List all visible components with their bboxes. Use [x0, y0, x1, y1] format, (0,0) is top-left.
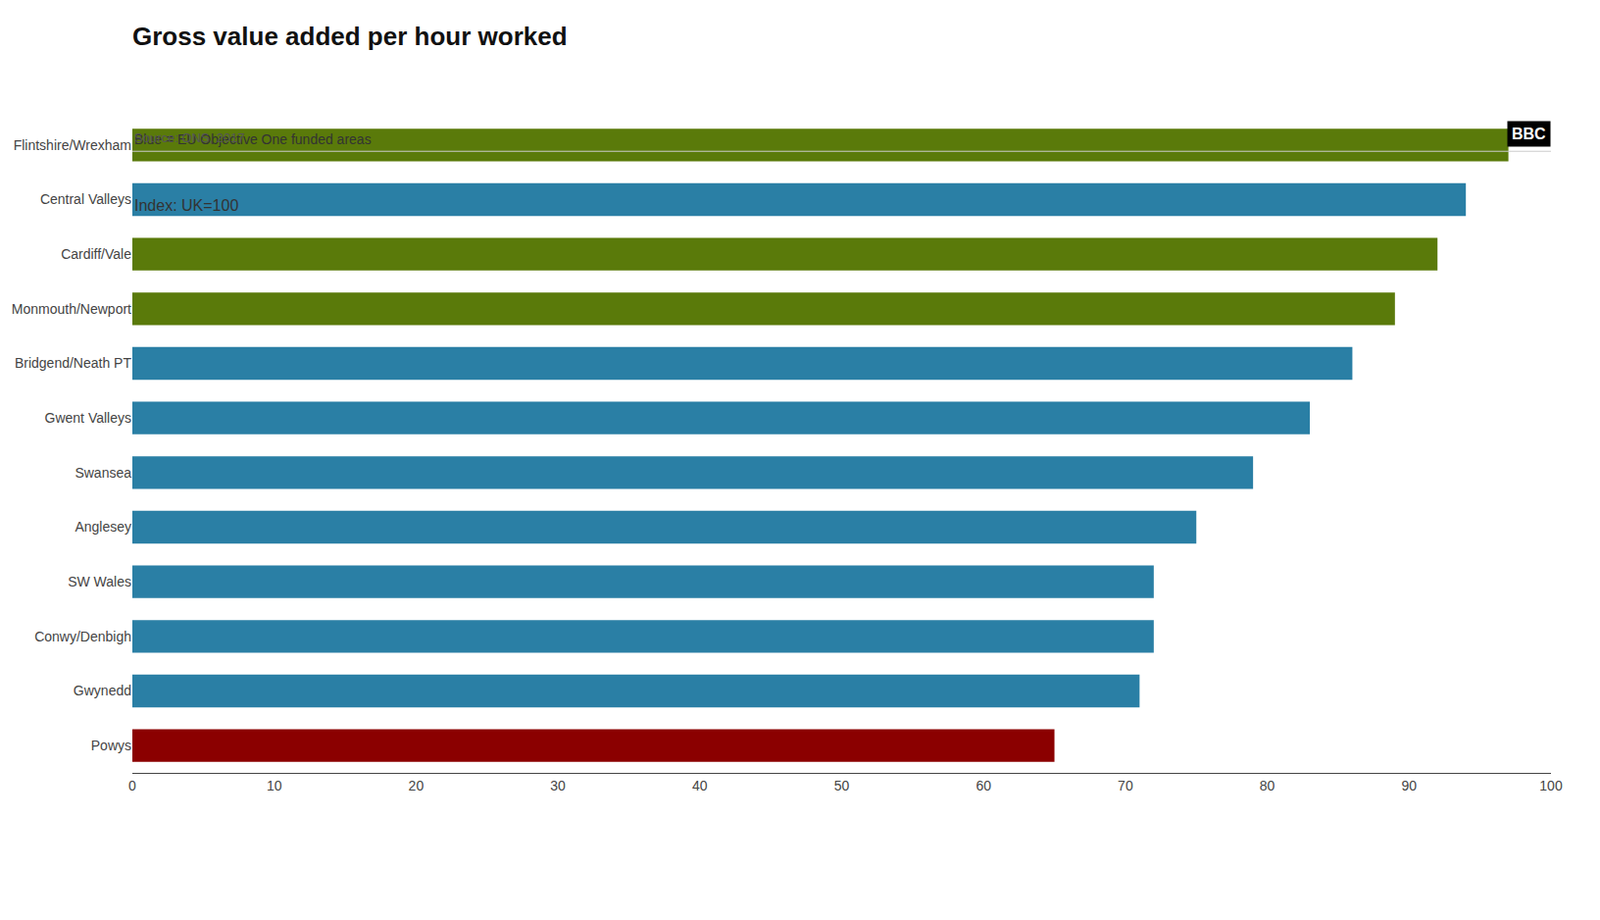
- svg-text:Flintshire/Wrexham: Flintshire/Wrexham: [13, 137, 132, 153]
- svg-text:BBC: BBC: [1511, 125, 1547, 143]
- svg-text:Blue = EU Objective One funded: Blue = EU Objective One funded areas: [134, 131, 372, 148]
- svg-text:40: 40: [692, 777, 708, 794]
- svg-text:0: 0: [128, 777, 137, 794]
- svg-text:Monmouth/Newport: Monmouth/Newport: [11, 300, 132, 317]
- svg-text:Anglesey: Anglesey: [74, 518, 132, 535]
- svg-text:30: 30: [550, 777, 566, 794]
- svg-text:Gwynedd: Gwynedd: [73, 682, 132, 699]
- svg-text:Source: ONS, 2017: Source: ONS, 2017: [134, 130, 246, 146]
- svg-text:20: 20: [408, 777, 425, 794]
- svg-text:Index: UK=100: Index: UK=100: [134, 197, 239, 214]
- svg-text:Bridgend/Neath PT: Bridgend/Neath PT: [14, 354, 133, 371]
- svg-text:60: 60: [975, 777, 992, 794]
- svg-text:70: 70: [1117, 777, 1134, 794]
- svg-text:80: 80: [1259, 777, 1276, 794]
- svg-text:Gwent Valleys: Gwent Valleys: [45, 409, 132, 426]
- svg-text:50: 50: [834, 777, 850, 794]
- svg-text:Powys: Powys: [91, 737, 132, 753]
- svg-text:10: 10: [266, 777, 283, 794]
- svg-text:90: 90: [1401, 777, 1418, 794]
- svg-text:Gross value added per hour wor: Gross value added per hour worked: [132, 21, 568, 51]
- svg-text:Cardiff/Vale: Cardiff/Vale: [60, 246, 132, 262]
- svg-text:100: 100: [1539, 777, 1563, 794]
- svg-text:Swansea: Swansea: [74, 464, 132, 481]
- svg-text:SW Wales: SW Wales: [67, 573, 132, 590]
- svg-text:Central Valleys: Central Valleys: [40, 191, 132, 207]
- svg-text:Conwy/Denbigh: Conwy/Denbigh: [34, 628, 132, 645]
